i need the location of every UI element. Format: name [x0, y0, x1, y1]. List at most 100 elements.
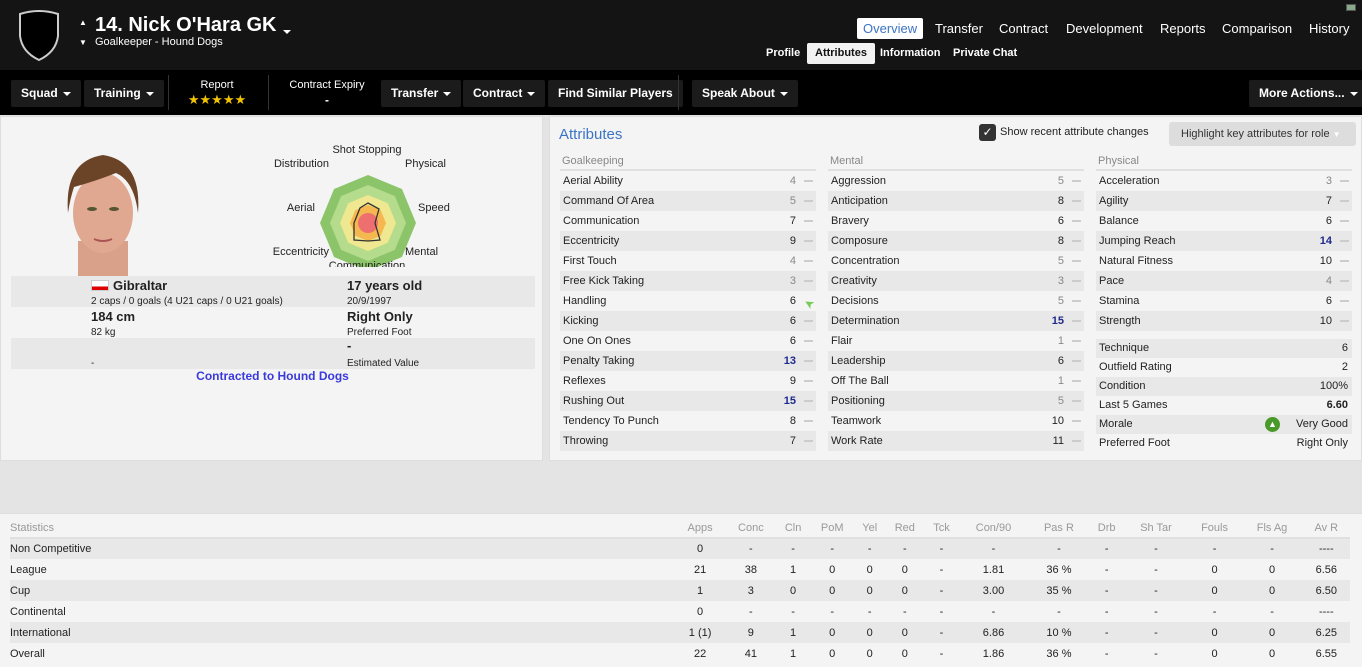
attribute-row[interactable]: Acceleration 3 — [1096, 171, 1352, 191]
stats-row[interactable]: Continental 0- - - - - - - - - - - - ---- — [10, 601, 1350, 622]
stats-header-sh-tar[interactable]: Sh Tar — [1124, 518, 1188, 539]
stats-header-yel[interactable]: Yel — [854, 518, 885, 539]
tab-history[interactable]: History — [1309, 21, 1350, 36]
stats-row[interactable]: Cup 1 3 0 0 0 0 - 3.00 35 % - - 0 0 6.50 — [10, 580, 1350, 601]
attribute-row[interactable]: Off The Ball 1 — [828, 371, 1084, 391]
stats-header-cln[interactable]: Cln — [776, 518, 810, 539]
attribute-row[interactable]: Free Kick Taking 3 — [560, 271, 816, 291]
stats-cell: 36 % — [1046, 647, 1072, 660]
stats-header-con-90[interactable]: Con/90 — [958, 518, 1029, 539]
attribute-row[interactable]: Tendency To Punch 8 — [560, 411, 816, 431]
more-actions-button[interactable]: More Actions... — [1249, 80, 1362, 107]
attribute-row[interactable]: Creativity 3 — [828, 271, 1084, 291]
attribute-name: Free Kick Taking — [563, 275, 645, 287]
attribute-trend-dash — [804, 360, 813, 362]
nationality[interactable]: Gibraltar — [113, 278, 168, 293]
stats-header-pas-r[interactable]: Pas R — [1028, 518, 1089, 539]
attribute-row[interactable]: Rushing Out 15 — [560, 391, 816, 411]
stats-row[interactable]: Overall 22 41 1 0 0 0 - 1.86 36 % - - 0 0 6.55 — [10, 643, 1350, 664]
squad-button[interactable]: Squad — [11, 80, 81, 107]
stats-header-drb[interactable]: Drb — [1088, 518, 1125, 539]
attribute-row[interactable]: Stamina 6 — [1096, 291, 1352, 311]
attribute-row[interactable]: Agility 7 — [1096, 191, 1352, 211]
attribute-row[interactable]: Command Of Area 5 — [560, 191, 816, 211]
stats-header-fls-ag[interactable]: Fls Ag — [1241, 518, 1303, 539]
window-icon[interactable] — [1346, 4, 1356, 11]
attribute-row[interactable]: Concentration 5 — [828, 251, 1084, 271]
attribute-row[interactable]: Communication 7 — [560, 211, 816, 231]
transfer-button[interactable]: Transfer — [381, 80, 462, 107]
subtab-private-chat[interactable]: Private Chat — [953, 47, 1018, 59]
attribute-row[interactable]: Leadership 6 — [828, 351, 1084, 371]
tab-development[interactable]: Development — [1066, 21, 1143, 36]
attribute-name: Kicking — [563, 315, 599, 327]
subtab-profile[interactable]: Profile — [766, 47, 801, 59]
tab-comparison[interactable]: Comparison — [1222, 21, 1293, 36]
stats-row[interactable]: International 1 (1) 9 1 0 0 0 - 6.86 10 % - - 0 0 6.25 — [10, 622, 1350, 643]
prev-player-icon[interactable]: ▲ — [79, 18, 87, 27]
stats-header-red[interactable]: Red — [884, 518, 925, 539]
attribute-row[interactable]: Throwing 7 — [560, 431, 816, 451]
attribute-row[interactable]: Aerial Ability 4 — [560, 171, 816, 191]
attribute-row[interactable]: One On Ones 6 — [560, 331, 816, 351]
attribute-row[interactable]: Flair 1 — [828, 331, 1084, 351]
contract-button[interactable]: Contract — [463, 80, 546, 107]
stats-header-conc[interactable]: Conc — [725, 518, 777, 539]
attribute-row[interactable]: Anticipation 8 — [828, 191, 1084, 211]
attribute-row[interactable]: Balance 6 — [1096, 211, 1352, 231]
attribute-row[interactable]: Kicking 6 — [560, 311, 816, 331]
attribute-value: 5 — [1057, 175, 1064, 187]
attribute-row[interactable]: Eccentricity 9 — [560, 231, 816, 251]
attribute-row[interactable]: Decisions 5 — [828, 291, 1084, 311]
attribute-row[interactable]: First Touch 4 — [560, 251, 816, 271]
attribute-row[interactable]: Composure 8 — [828, 231, 1084, 251]
attribute-row[interactable]: Bravery 6 — [828, 211, 1084, 231]
tab-reports[interactable]: Reports — [1160, 21, 1206, 36]
stats-header-pom[interactable]: PoM — [809, 518, 855, 539]
training-button[interactable]: Training — [84, 80, 164, 107]
show-changes-checkbox[interactable]: ✓ — [979, 124, 996, 141]
stats-header-tck[interactable]: Tck — [925, 518, 958, 539]
attribute-trend-dash — [1072, 220, 1081, 222]
attribute-row[interactable]: Positioning 5 — [828, 391, 1084, 411]
attribute-row[interactable]: Teamwork 10 — [828, 411, 1084, 431]
attribute-row[interactable]: Determination 15 — [828, 311, 1084, 331]
player-menu-icon[interactable] — [283, 29, 291, 34]
attribute-row[interactable]: Jumping Reach 14 — [1096, 231, 1352, 251]
find-similar-players-button[interactable]: Find Similar Players — [548, 80, 683, 107]
subtab-attributes[interactable]: Attributes — [807, 43, 875, 64]
contract-club-link[interactable]: Contracted to Hound Dogs — [196, 369, 349, 383]
attribute-row[interactable]: Strength 10 — [1096, 311, 1352, 331]
tab-contract[interactable]: Contract — [999, 21, 1049, 36]
stats-cell: - — [1104, 543, 1109, 555]
radar-ring — [358, 213, 378, 233]
tab-transfer[interactable]: Transfer — [935, 21, 983, 36]
attribute-name: Aggression — [831, 175, 887, 187]
stats-header-fouls[interactable]: Fouls — [1187, 518, 1242, 539]
attribute-trend-dash — [1072, 180, 1081, 182]
left-dash: - — [91, 358, 95, 369]
attribute-trend-dash — [1072, 280, 1081, 282]
stats-header-apps[interactable]: Apps — [675, 518, 726, 539]
attribute-row[interactable]: Reflexes 9 — [560, 371, 816, 391]
subtab-information[interactable]: Information — [880, 47, 941, 59]
stats-header-av-r[interactable]: Av R — [1302, 518, 1350, 539]
attribute-row[interactable]: Work Rate 11 — [828, 431, 1084, 451]
attribute-row[interactable]: Natural Fitness 10 — [1096, 251, 1352, 271]
report-stars[interactable]: ★★★★★ — [187, 92, 247, 107]
attribute-row[interactable]: Penalty Taking 13 — [560, 351, 816, 371]
stats-row[interactable]: League 21 38 1 0 0 0 - 1.81 36 % - - 0 0 6.56 — [10, 559, 1350, 580]
attribute-trend-dash — [804, 260, 813, 262]
attribute-row[interactable]: Aggression 5 — [828, 171, 1084, 191]
stats-row[interactable]: Non Competitive 0- - - - - - - - - - - - ---- — [10, 538, 1350, 559]
stats-cell: - — [939, 647, 944, 660]
stats-header-statistics[interactable]: Statistics — [10, 518, 675, 539]
attribute-row[interactable]: Pace 4 — [1096, 271, 1352, 291]
weight: 82 kg — [91, 327, 116, 338]
attribute-row[interactable]: Handling 6 ➤ — [560, 291, 817, 313]
highlight-role-dropdown[interactable]: Highlight key attributes for role ▼ — [1169, 122, 1356, 146]
speak-about-button[interactable]: Speak About — [692, 80, 798, 107]
next-player-icon[interactable]: ▼ — [79, 38, 87, 47]
tab-overview[interactable]: Overview — [857, 18, 924, 39]
stats-cell: ---- — [1318, 543, 1334, 555]
